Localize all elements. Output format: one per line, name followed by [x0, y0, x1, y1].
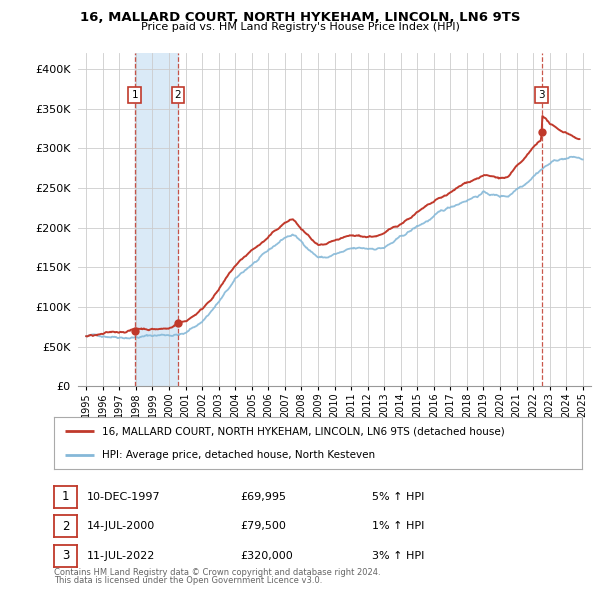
- Text: HPI: Average price, detached house, North Kesteven: HPI: Average price, detached house, Nort…: [101, 450, 374, 460]
- Text: £69,995: £69,995: [240, 492, 286, 502]
- Text: £320,000: £320,000: [240, 551, 293, 560]
- Text: 1: 1: [131, 90, 138, 100]
- Text: £79,500: £79,500: [240, 522, 286, 531]
- Text: 10-DEC-1997: 10-DEC-1997: [87, 492, 161, 502]
- Text: 3% ↑ HPI: 3% ↑ HPI: [372, 551, 424, 560]
- Text: 3: 3: [62, 549, 69, 562]
- Text: Contains HM Land Registry data © Crown copyright and database right 2024.: Contains HM Land Registry data © Crown c…: [54, 568, 380, 577]
- Text: 11-JUL-2022: 11-JUL-2022: [87, 551, 155, 560]
- Text: 1: 1: [62, 490, 69, 503]
- Text: 2: 2: [62, 520, 69, 533]
- Bar: [135, 53, 178, 386]
- Text: 16, MALLARD COURT, NORTH HYKEHAM, LINCOLN, LN6 9TS (detached house): 16, MALLARD COURT, NORTH HYKEHAM, LINCOL…: [101, 426, 504, 436]
- Text: Price paid vs. HM Land Registry's House Price Index (HPI): Price paid vs. HM Land Registry's House …: [140, 22, 460, 32]
- Text: This data is licensed under the Open Government Licence v3.0.: This data is licensed under the Open Gov…: [54, 576, 322, 585]
- Text: 16, MALLARD COURT, NORTH HYKEHAM, LINCOLN, LN6 9TS: 16, MALLARD COURT, NORTH HYKEHAM, LINCOL…: [80, 11, 520, 24]
- Text: 1% ↑ HPI: 1% ↑ HPI: [372, 522, 424, 531]
- Text: 14-JUL-2000: 14-JUL-2000: [87, 522, 155, 531]
- Text: 3: 3: [539, 90, 545, 100]
- Text: 2: 2: [175, 90, 181, 100]
- Text: 5% ↑ HPI: 5% ↑ HPI: [372, 492, 424, 502]
